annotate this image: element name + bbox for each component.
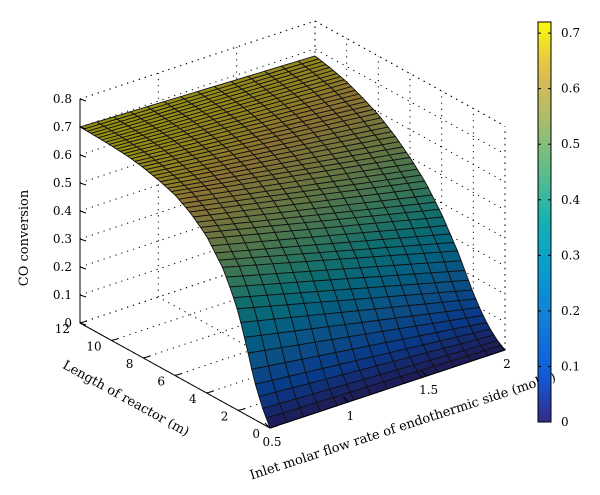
x-tick-mark <box>342 396 349 403</box>
z-tick-mark <box>79 266 87 270</box>
x-tick-mark <box>499 344 506 351</box>
z-tick-mark <box>79 126 87 130</box>
x-tick-mark <box>264 422 271 429</box>
z-tick-label: 0.4 <box>53 204 72 218</box>
z-tick-label: 0.8 <box>53 92 72 106</box>
z-tick-label: 0.3 <box>53 232 72 246</box>
x-tick-label: 0.5 <box>262 435 281 449</box>
y-tick-mark <box>79 320 88 324</box>
surface <box>78 55 506 429</box>
y-tick-label: 8 <box>126 357 134 371</box>
y-tick-label: 4 <box>189 392 197 406</box>
surface-patch <box>443 260 466 273</box>
colorbar-tick-label: 0 <box>561 415 569 429</box>
colorbar-tick-label: 0.4 <box>561 193 580 207</box>
colorbar-tick-label: 0.3 <box>561 248 580 262</box>
y-tick-mark <box>111 338 119 341</box>
box-edge <box>314 20 506 127</box>
y-tick-label: 12 <box>55 322 70 336</box>
z-tick-label: 0.1 <box>53 288 72 302</box>
grid-line-y <box>174 73 411 376</box>
z-tick-mark <box>79 210 87 214</box>
z-tick-label: 0.2 <box>53 260 72 274</box>
z-tick-label: 0.5 <box>53 176 72 190</box>
colorbar-tick-label: 0.5 <box>561 137 580 151</box>
z-tick-mark <box>79 182 87 186</box>
surface-patch <box>436 242 459 253</box>
colorbar-tick-label: 0.1 <box>561 359 580 373</box>
y-tick-label: 10 <box>86 340 101 354</box>
y-tick-label: 0 <box>252 427 260 441</box>
surface-patch <box>432 233 455 245</box>
y-tick-mark <box>143 355 151 359</box>
surface-patch <box>451 279 473 292</box>
y-tick-mark <box>174 373 183 376</box>
y-tick-mark <box>206 390 214 394</box>
colorbar-tick-label: 0.7 <box>561 26 580 40</box>
surface-patch <box>440 250 462 263</box>
z-tick-mark <box>79 154 87 158</box>
colorbar-tick-label: 0.6 <box>561 82 580 96</box>
z-tick-label: 0 <box>64 316 72 330</box>
z-tick-mark <box>79 98 87 102</box>
colorbar-gradient <box>537 21 552 423</box>
z-tick-label: 0.6 <box>53 148 72 162</box>
colorbar-tick-label: 0.2 <box>561 304 580 318</box>
x-axis-line <box>269 349 506 429</box>
grid-line-y <box>206 91 443 394</box>
z-tick-mark <box>79 294 87 298</box>
y-tick-label: 2 <box>221 410 229 424</box>
y-tick-label: 6 <box>157 375 165 389</box>
x-tick-label: 1 <box>347 409 355 423</box>
x-tick-label: 1.5 <box>419 383 438 397</box>
z-axis-label: CO conversion <box>17 189 32 286</box>
x-tick-label: 2 <box>503 357 511 371</box>
grid-line-y <box>238 108 474 411</box>
z-tick-label: 0.7 <box>53 120 72 134</box>
y-tick-mark <box>238 408 246 411</box>
z-tick-mark <box>79 238 87 242</box>
x-tick-mark <box>421 370 428 377</box>
surface-patch <box>447 270 470 282</box>
colorbar: 0 0.1 0.2 0.3 0.4 0.5 0.6 0.7 <box>537 21 580 429</box>
